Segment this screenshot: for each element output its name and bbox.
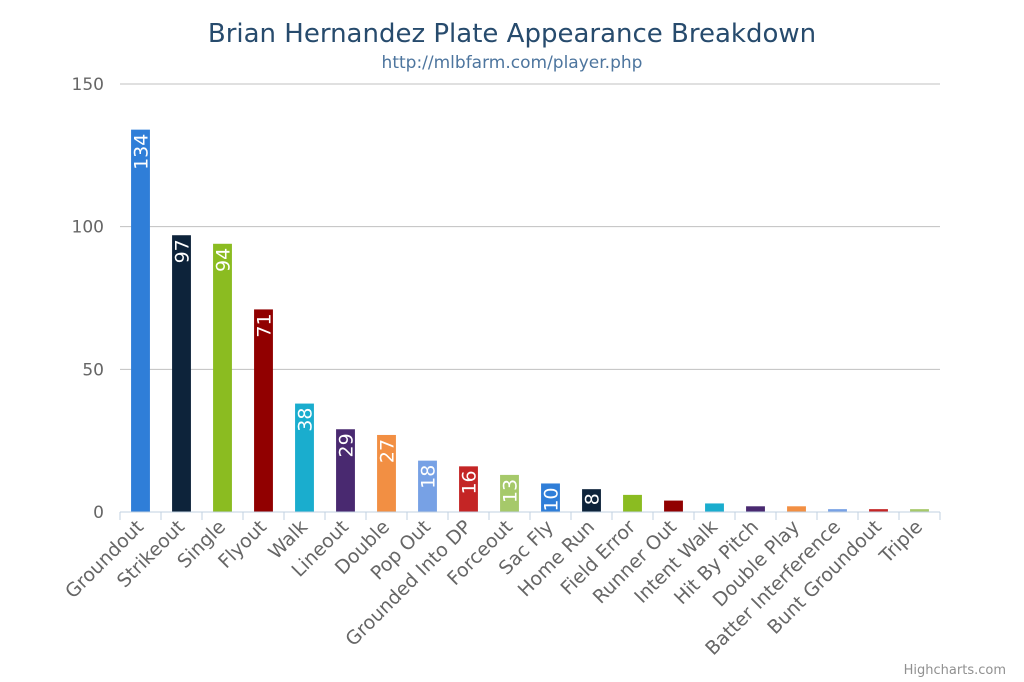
bar[interactable] (418, 460, 437, 512)
chart-subtitle: http://mlbfarm.com/player.php (382, 53, 643, 73)
y-tick-label: 50 (82, 360, 104, 380)
bar[interactable] (541, 483, 560, 512)
bar[interactable] (295, 403, 314, 512)
data-label: 27 (377, 439, 399, 463)
data-label: 71 (254, 313, 276, 337)
data-label: 94 (213, 248, 235, 272)
data-label: 134 (131, 134, 153, 170)
data-label: 8 (582, 493, 604, 505)
bar[interactable] (623, 494, 642, 512)
bar[interactable] (254, 309, 273, 512)
y-axis-ticks: 0 50 100 150 (72, 75, 104, 523)
bar[interactable] (746, 506, 765, 512)
bar[interactable] (459, 466, 478, 512)
bar[interactable] (664, 500, 683, 512)
data-label: 13 (500, 479, 522, 503)
x-axis-ticks: GroundoutStrikeoutSingleFlyoutWalkLineou… (61, 516, 927, 660)
data-labels: 134 97 94 71 38 29 27 18 16 13 10 8 (131, 134, 604, 512)
bar[interactable] (336, 429, 355, 512)
bar[interactable] (500, 474, 519, 512)
data-label: 38 (295, 408, 317, 432)
y-tick-label: 100 (72, 218, 104, 238)
bar[interactable] (172, 235, 191, 512)
bar[interactable] (869, 509, 888, 512)
bar[interactable] (213, 243, 232, 512)
bar[interactable] (131, 129, 150, 513)
data-label: 16 (459, 470, 481, 494)
bars (131, 129, 929, 513)
bar[interactable] (828, 509, 847, 512)
x-tick-label: Triple (875, 516, 927, 568)
y-tick-label: 0 (93, 503, 104, 523)
data-label: 10 (541, 487, 563, 511)
credits-link[interactable]: Highcharts.com (904, 663, 1006, 678)
y-gridlines (120, 83, 940, 370)
x-axis (119, 511, 941, 520)
data-label: 97 (172, 239, 194, 263)
y-tick-label: 150 (72, 75, 104, 95)
data-label: 18 (418, 465, 440, 489)
chart-title: Brian Hernandez Plate Appearance Breakdo… (208, 19, 816, 49)
bar[interactable] (377, 434, 396, 512)
data-label: 29 (336, 433, 358, 457)
bar[interactable] (787, 506, 806, 512)
bar[interactable] (705, 503, 724, 512)
bar[interactable] (582, 489, 601, 512)
bar[interactable] (910, 509, 929, 512)
